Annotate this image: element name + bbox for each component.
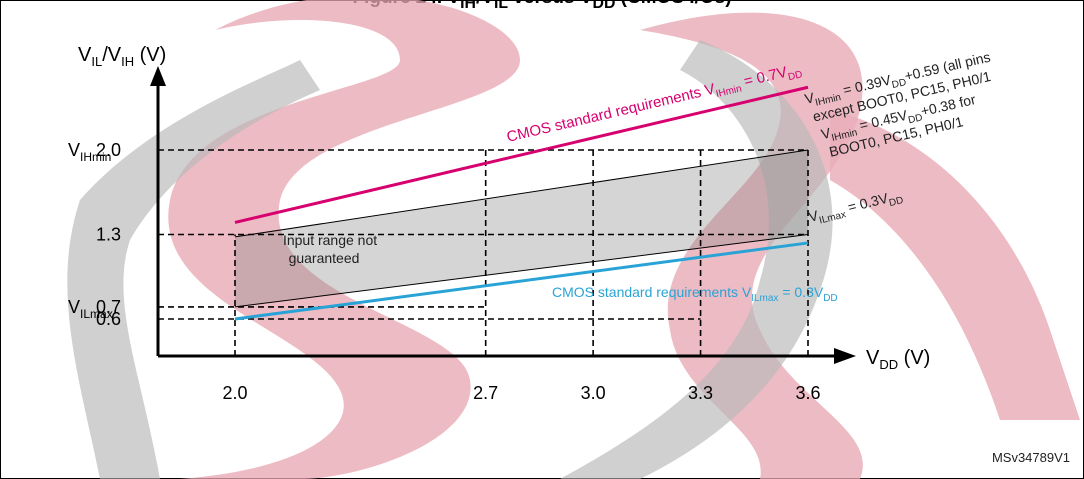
x-tick-label: 2.7 <box>473 383 498 403</box>
cmos-vil-annotation: CMOS standard requirements VILmax = 0.3V… <box>552 284 838 304</box>
x-tick-label: 2.0 <box>222 383 247 403</box>
figure-reference-code: MSv34789V1 <box>991 450 1070 465</box>
series-line-vihmin-tt <box>234 149 809 238</box>
x-tick-label: 3.3 <box>688 383 713 403</box>
x-tick-label: 3.0 <box>581 383 606 403</box>
watermark-logo <box>67 0 1080 479</box>
axes <box>150 66 856 364</box>
x-axis-label: VDD (V) <box>866 347 930 372</box>
band-label: Input range not guaranteed <box>283 232 381 266</box>
y-tick-label: 0.6 <box>96 309 121 329</box>
input-range-not-guaranteed-band <box>235 150 808 307</box>
y-tick-prefix: VIHmin <box>68 140 111 164</box>
series-line-cmos-vil <box>234 241 809 321</box>
y-tick-label: 0.7 <box>96 297 121 317</box>
x-axis-arrow-icon <box>834 348 856 364</box>
y-tick-label: 2.0 <box>96 140 121 160</box>
y-axis-arrow-icon <box>150 66 166 86</box>
y-axis-label: VIL/VIH (V) <box>78 44 166 69</box>
series-line-vilmax-tt <box>234 234 809 308</box>
x-tick-label: 3.6 <box>795 383 820 403</box>
y-tick-label: 1.3 <box>96 225 121 245</box>
series-line-cmos-vih <box>234 85 809 224</box>
y-tick-prefix: VILmax <box>68 297 113 321</box>
